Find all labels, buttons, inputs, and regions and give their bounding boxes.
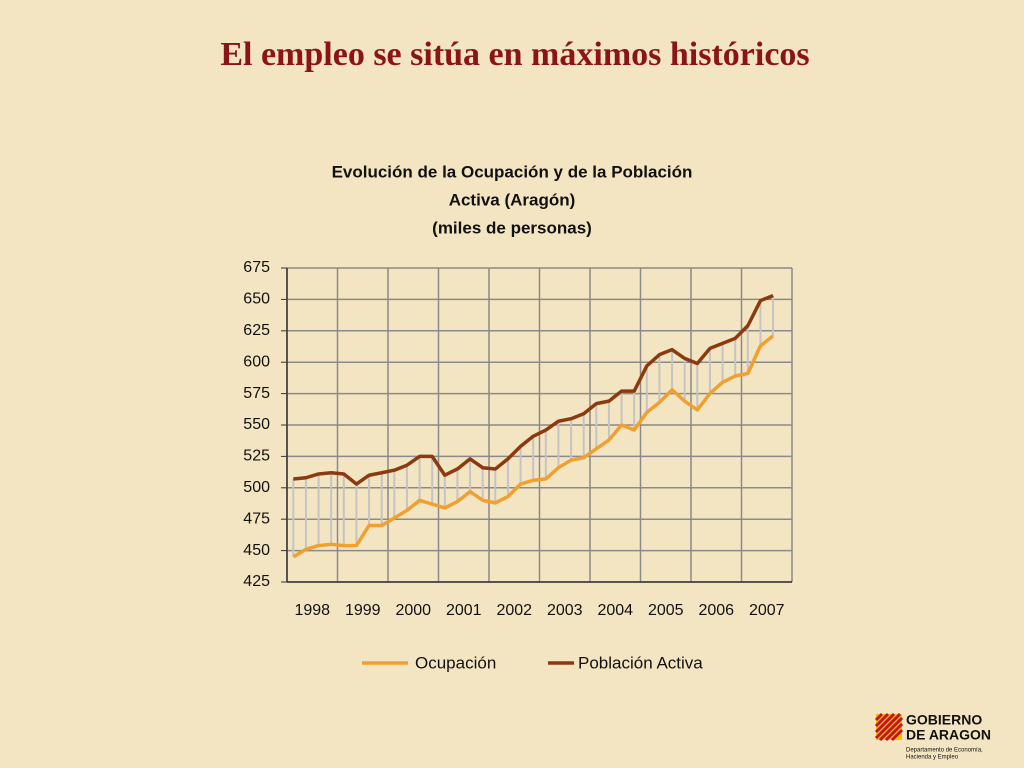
y-tick-label: 500 xyxy=(243,479,270,496)
logo-dept: Departamento de Economía, xyxy=(906,748,983,754)
y-tick-label: 600 xyxy=(243,353,270,370)
series-line xyxy=(292,334,775,559)
y-tick-label: 650 xyxy=(243,291,270,308)
y-tick-label: 450 xyxy=(243,542,270,559)
logo: GOBIERNO DE ARAGON Departamento de Econo… xyxy=(874,712,991,761)
y-tick-label: 475 xyxy=(243,510,270,527)
y-tick-label: 575 xyxy=(243,385,270,402)
x-tick-label: 2007 xyxy=(749,602,785,619)
y-tick-label: 425 xyxy=(243,573,270,590)
logo-text: GOBIERNO xyxy=(906,712,982,728)
legend-label: Ocupación xyxy=(415,653,496,672)
x-tick-label: 2002 xyxy=(496,602,532,619)
y-tick-label: 525 xyxy=(243,448,270,465)
x-tick-label: 2005 xyxy=(648,602,684,619)
logo-stripes xyxy=(874,712,904,742)
logo-text: DE ARAGON xyxy=(906,727,991,743)
x-tick-label: 2003 xyxy=(547,602,583,619)
y-tick-label: 550 xyxy=(243,416,270,433)
x-tick-label: 1998 xyxy=(294,602,330,619)
chart-title: Activa (Aragón) xyxy=(449,190,576,209)
y-tick-label: 675 xyxy=(243,259,270,276)
x-tick-label: 2004 xyxy=(597,602,633,619)
x-tick-label: 1999 xyxy=(345,602,381,619)
series-line xyxy=(293,294,774,486)
x-tick-label: 2000 xyxy=(395,602,431,619)
chart-title: (miles de personas) xyxy=(432,218,592,237)
x-tick-label: 2001 xyxy=(446,602,482,619)
logo-dept: Hacienda y Empleo xyxy=(906,755,959,761)
slide-title: El empleo se sitúa en máximos históricos xyxy=(220,36,809,73)
chart-title: Evolución de la Ocupación y de la Poblac… xyxy=(332,162,693,181)
y-tick-label: 625 xyxy=(243,322,270,339)
x-tick-label: 2006 xyxy=(698,602,734,619)
legend-label: Población Activa xyxy=(578,653,703,672)
